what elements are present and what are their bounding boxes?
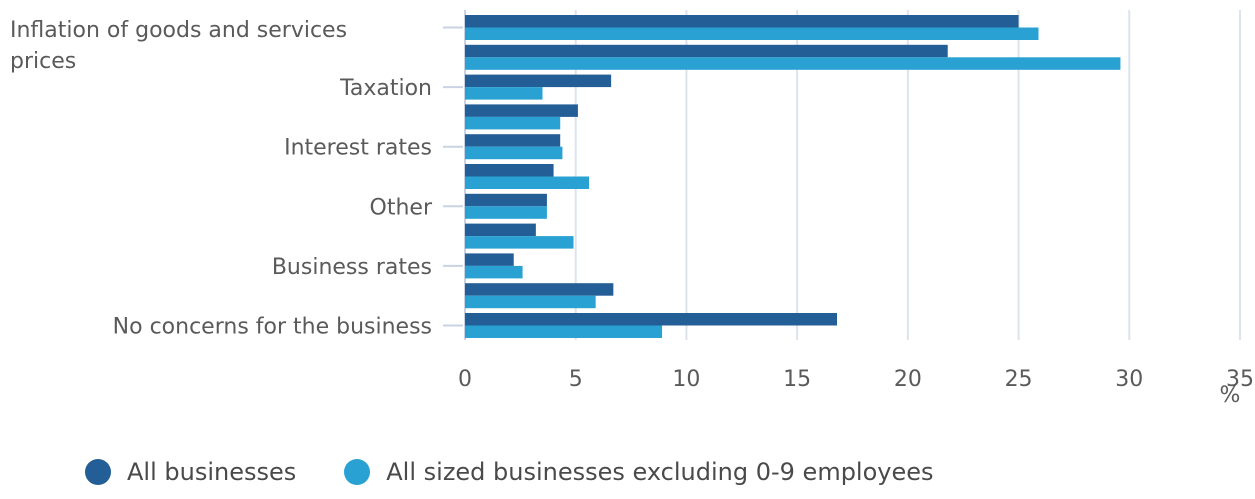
- x-tick-label-20: 20: [894, 367, 922, 392]
- x-tick-label-35: 35: [1226, 367, 1254, 392]
- bar-s0-c7: [465, 223, 536, 237]
- legend-swatch-all-businesses: [85, 459, 111, 485]
- y-axis-label-10: No concerns for the business: [113, 315, 432, 340]
- bar-s0-c6: [465, 193, 547, 207]
- legend-label-all-businesses: All businesses: [127, 458, 297, 486]
- x-tick-label-30: 30: [1115, 367, 1143, 392]
- bars: [465, 15, 1121, 338]
- bar-s0-c0: [465, 15, 1019, 28]
- legend-label-excluding-micro: All sized businesses excluding 0-9 emplo…: [386, 458, 934, 486]
- bar-s0-c3: [465, 104, 578, 117]
- x-tick-label-0: 0: [458, 367, 472, 392]
- y-axis-label-line: prices: [10, 49, 76, 74]
- legend: All businesses All sized businesses excl…: [85, 452, 934, 492]
- bar-s1-c9: [465, 295, 596, 309]
- y-axis-label-line: Inflation of goods and services: [10, 18, 347, 43]
- bar-s0-c10: [465, 313, 837, 326]
- bar-s1-c1: [465, 57, 1121, 70]
- y-axis-label-6: Other: [370, 195, 433, 220]
- bar-s0-c4: [465, 134, 561, 147]
- x-tick-label-25: 25: [1005, 367, 1033, 392]
- bar-s1-c5: [465, 176, 589, 189]
- y-axis-labels: Inflation of goods and services prices Tax…: [10, 18, 433, 340]
- bar-s1-c0: [465, 27, 1039, 40]
- y-axis-label-4: Interest rates: [284, 136, 432, 161]
- bar-s0-c2: [465, 74, 612, 88]
- bar-s1-c4: [465, 146, 563, 160]
- bar-s1-c10: [465, 325, 663, 338]
- x-axis-unit-label: %: [1220, 383, 1241, 408]
- bar-s1-c6: [465, 206, 547, 219]
- legend-item-excluding-micro: All sized businesses excluding 0-9 emplo…: [344, 458, 934, 486]
- y-axis-label-2: Taxation: [339, 76, 432, 101]
- bar-s0-c8: [465, 253, 514, 266]
- bar-s1-c8: [465, 265, 523, 279]
- x-tick-label-10: 10: [672, 367, 700, 392]
- x-axis-tick-labels: 0 5 10 15 20 25 30 35: [458, 367, 1254, 392]
- x-tick-label-15: 15: [783, 367, 811, 392]
- bar-s0-c1: [465, 44, 948, 58]
- x-tick-label-5: 5: [569, 367, 583, 392]
- y-axis-label-8: Business rates: [272, 255, 432, 280]
- bar-s1-c7: [465, 236, 574, 249]
- bar-chart: Inflation of goods and services prices Tax…: [10, 10, 1254, 408]
- bar-s1-c2: [465, 87, 543, 100]
- legend-swatch-excluding-micro: [344, 459, 371, 485]
- bar-s1-c3: [465, 116, 561, 130]
- y-axis-label-0: Inflation of goods and services prices: [10, 18, 347, 74]
- legend-item-all-businesses: All businesses: [85, 458, 296, 486]
- bar-s0-c5: [465, 164, 554, 177]
- y-tick-marks: [443, 26, 463, 327]
- bar-s0-c9: [465, 283, 614, 296]
